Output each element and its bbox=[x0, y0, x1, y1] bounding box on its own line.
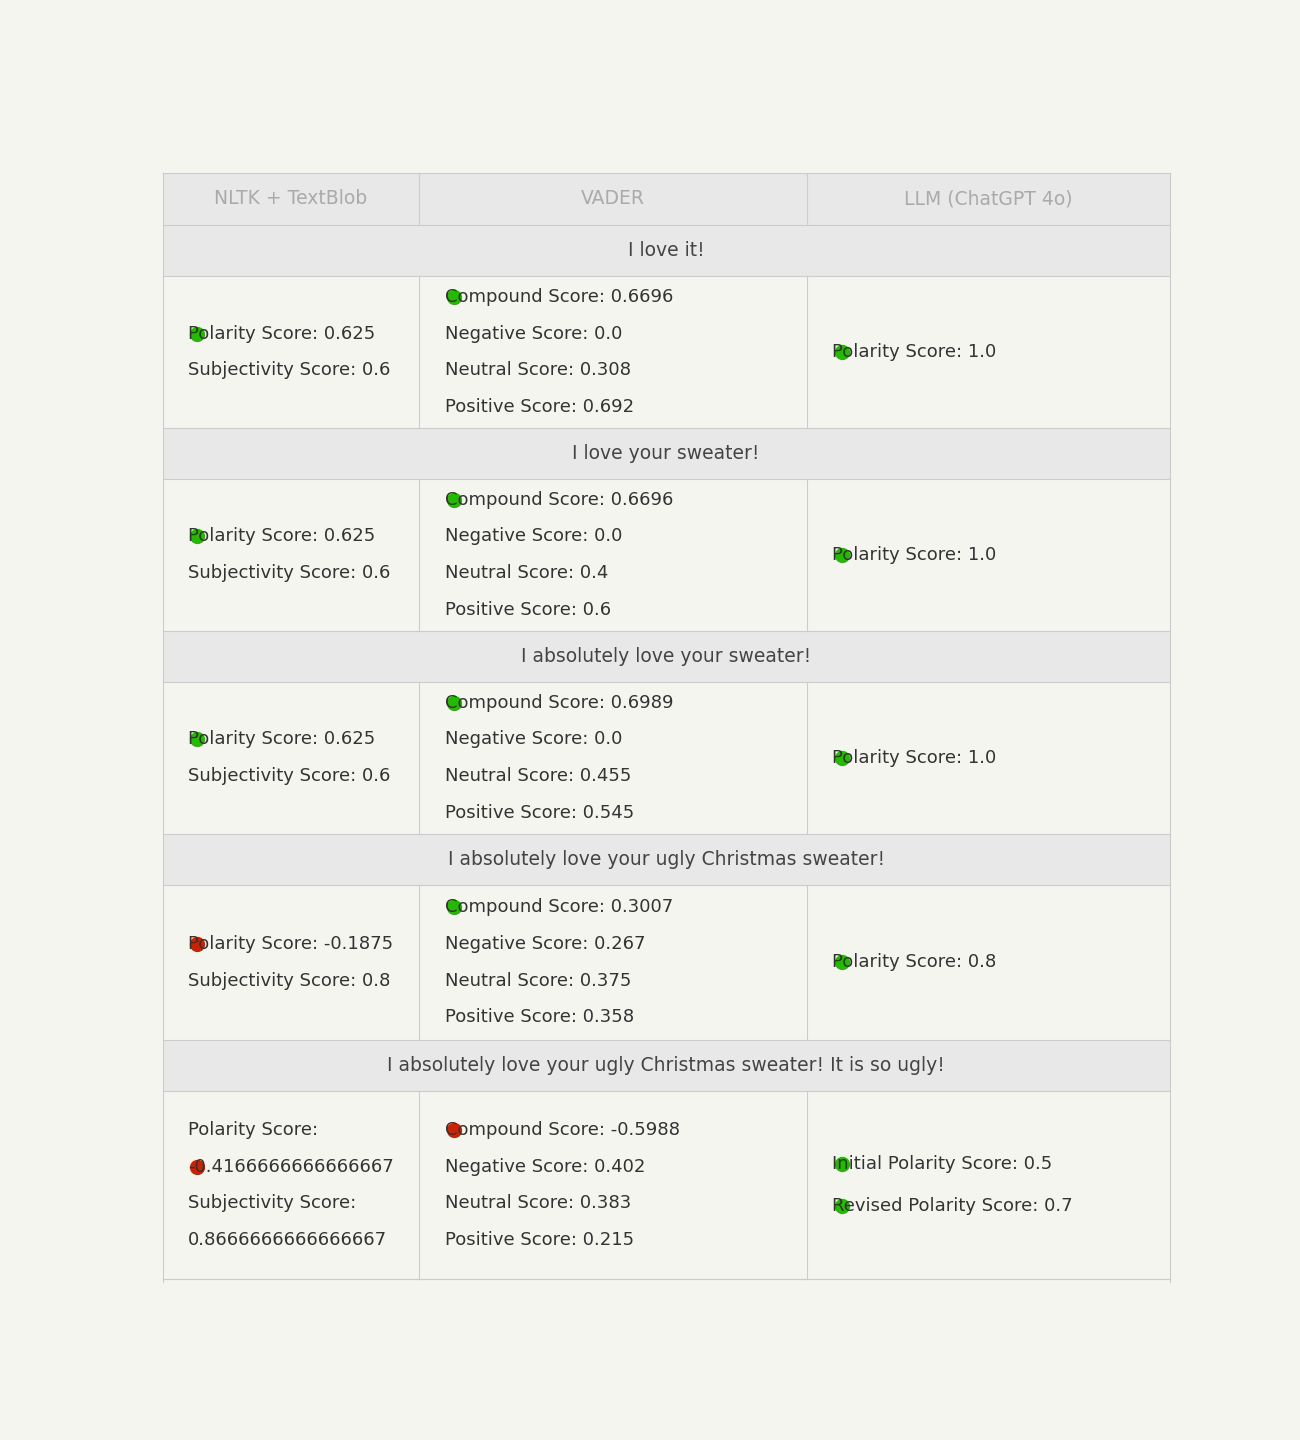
Text: I absolutely love your ugly Christmas sweater!: I absolutely love your ugly Christmas sw… bbox=[447, 850, 885, 868]
Text: Neutral Score: 0.455: Neutral Score: 0.455 bbox=[445, 768, 630, 785]
Bar bbox=[162, 631, 1170, 681]
Bar bbox=[162, 1040, 1170, 1092]
Bar bbox=[162, 276, 1170, 428]
Text: LLM (ChatGPT 4o): LLM (ChatGPT 4o) bbox=[905, 189, 1072, 209]
Text: Negative Score: 0.267: Negative Score: 0.267 bbox=[445, 935, 645, 953]
Text: Compound Score: 0.6696: Compound Score: 0.6696 bbox=[445, 491, 673, 508]
Text: Polarity Score: -0.1875: Polarity Score: -0.1875 bbox=[187, 935, 393, 953]
Text: Positive Score: 0.358: Positive Score: 0.358 bbox=[445, 1008, 633, 1027]
Text: VADER: VADER bbox=[581, 189, 645, 209]
Text: Negative Score: 0.0: Negative Score: 0.0 bbox=[445, 324, 621, 343]
Text: Subjectivity Score: 0.6: Subjectivity Score: 0.6 bbox=[187, 564, 390, 582]
Text: Neutral Score: 0.383: Neutral Score: 0.383 bbox=[445, 1194, 630, 1212]
Text: Positive Score: 0.215: Positive Score: 0.215 bbox=[445, 1231, 633, 1248]
Bar bbox=[162, 480, 1170, 631]
Bar bbox=[162, 173, 1170, 225]
Text: Polarity Score: 0.8: Polarity Score: 0.8 bbox=[832, 953, 997, 971]
Text: Negative Score: 0.0: Negative Score: 0.0 bbox=[445, 730, 621, 749]
Text: Revised Polarity Score: 0.7: Revised Polarity Score: 0.7 bbox=[832, 1197, 1072, 1215]
Text: Compound Score: -0.5988: Compound Score: -0.5988 bbox=[445, 1122, 680, 1139]
Text: Positive Score: 0.545: Positive Score: 0.545 bbox=[445, 804, 634, 822]
Bar bbox=[162, 225, 1170, 276]
Text: Neutral Score: 0.375: Neutral Score: 0.375 bbox=[445, 972, 630, 989]
Text: Compound Score: 0.6989: Compound Score: 0.6989 bbox=[445, 694, 673, 711]
Text: Positive Score: 0.6: Positive Score: 0.6 bbox=[445, 600, 611, 619]
Bar bbox=[162, 681, 1170, 834]
Text: Neutral Score: 0.4: Neutral Score: 0.4 bbox=[445, 564, 608, 582]
Text: Subjectivity Score: 0.6: Subjectivity Score: 0.6 bbox=[187, 768, 390, 785]
Text: -0.4166666666666667: -0.4166666666666667 bbox=[187, 1158, 394, 1176]
Text: Negative Score: 0.0: Negative Score: 0.0 bbox=[445, 527, 621, 546]
Bar bbox=[162, 834, 1170, 884]
Text: I love it!: I love it! bbox=[628, 240, 705, 259]
Text: Polarity Score: 1.0: Polarity Score: 1.0 bbox=[832, 546, 997, 564]
Text: Subjectivity Score: 0.8: Subjectivity Score: 0.8 bbox=[187, 972, 390, 989]
Text: Polarity Score: 0.625: Polarity Score: 0.625 bbox=[187, 730, 374, 749]
Text: Polarity Score:: Polarity Score: bbox=[187, 1122, 317, 1139]
Text: Polarity Score: 1.0: Polarity Score: 1.0 bbox=[832, 343, 997, 361]
Text: Neutral Score: 0.308: Neutral Score: 0.308 bbox=[445, 361, 630, 379]
Text: Compound Score: 0.3007: Compound Score: 0.3007 bbox=[445, 899, 673, 916]
Text: Initial Polarity Score: 0.5: Initial Polarity Score: 0.5 bbox=[832, 1155, 1053, 1174]
Text: Positive Score: 0.692: Positive Score: 0.692 bbox=[445, 397, 633, 416]
Text: I love your sweater!: I love your sweater! bbox=[572, 444, 760, 462]
Text: I absolutely love your sweater!: I absolutely love your sweater! bbox=[521, 647, 811, 665]
Text: Polarity Score: 1.0: Polarity Score: 1.0 bbox=[832, 749, 997, 766]
Text: Subjectivity Score:: Subjectivity Score: bbox=[187, 1194, 356, 1212]
Text: Polarity Score: 0.625: Polarity Score: 0.625 bbox=[187, 527, 374, 546]
Bar bbox=[162, 884, 1170, 1040]
Text: Subjectivity Score: 0.6: Subjectivity Score: 0.6 bbox=[187, 361, 390, 379]
Text: 0.8666666666666667: 0.8666666666666667 bbox=[187, 1231, 387, 1248]
Text: NLTK + TextBlob: NLTK + TextBlob bbox=[214, 189, 368, 209]
Text: Negative Score: 0.402: Negative Score: 0.402 bbox=[445, 1158, 645, 1176]
Text: I absolutely love your ugly Christmas sweater! It is so ugly!: I absolutely love your ugly Christmas sw… bbox=[387, 1056, 945, 1074]
Text: Polarity Score: 0.625: Polarity Score: 0.625 bbox=[187, 324, 374, 343]
Bar bbox=[162, 1092, 1170, 1279]
Bar bbox=[162, 428, 1170, 480]
Text: Compound Score: 0.6696: Compound Score: 0.6696 bbox=[445, 288, 673, 305]
